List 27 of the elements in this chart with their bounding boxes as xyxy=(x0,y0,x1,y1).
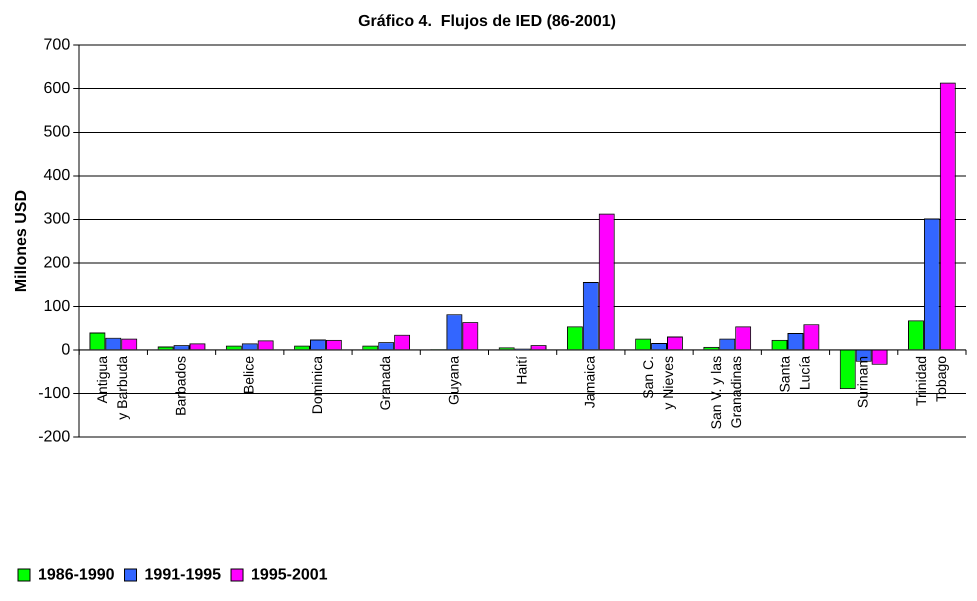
y-tick-label: -100 xyxy=(38,384,70,402)
x-tick-label: San C. y Nieves xyxy=(640,356,676,410)
x-tick-label: Antigua y Barbuda xyxy=(94,356,130,420)
x-tick-label: Surinam xyxy=(854,356,871,408)
y-tick-label: 300 xyxy=(44,210,70,228)
x-tick-label: Haití xyxy=(513,356,530,385)
chart-title: Gráfico 4. Flujos de IED (86-2001) xyxy=(358,13,616,30)
x-tick-label: Guyana xyxy=(445,356,462,405)
x-tick-label: Dominica xyxy=(308,356,325,414)
y-tick-label: 100 xyxy=(44,298,70,315)
x-tick-label: Barbados xyxy=(172,356,188,416)
y-tick-label: 600 xyxy=(44,80,70,98)
y-tick-label: 500 xyxy=(44,124,70,141)
y-tick-label: 200 xyxy=(44,254,70,272)
legend-label: 1991-1995 xyxy=(144,566,222,584)
x-tick-label: Santa Lucía xyxy=(776,356,812,393)
y-tick-label: 0 xyxy=(61,341,70,358)
legend-label: 1995-2001 xyxy=(251,566,328,584)
y-tick-label: 700 xyxy=(44,36,70,54)
legend-label: 1986-1990 xyxy=(38,566,115,584)
y-axis-title: Millones USD xyxy=(13,190,30,292)
x-tick-label: Granada xyxy=(377,356,394,410)
x-tick-label: Trinidad Tobago xyxy=(912,356,949,406)
x-tick-label: Jamaica xyxy=(582,356,598,408)
y-tick-label: -200 xyxy=(38,428,70,446)
x-tick-label: Belice xyxy=(240,356,257,394)
y-tick-label: 400 xyxy=(44,167,70,184)
